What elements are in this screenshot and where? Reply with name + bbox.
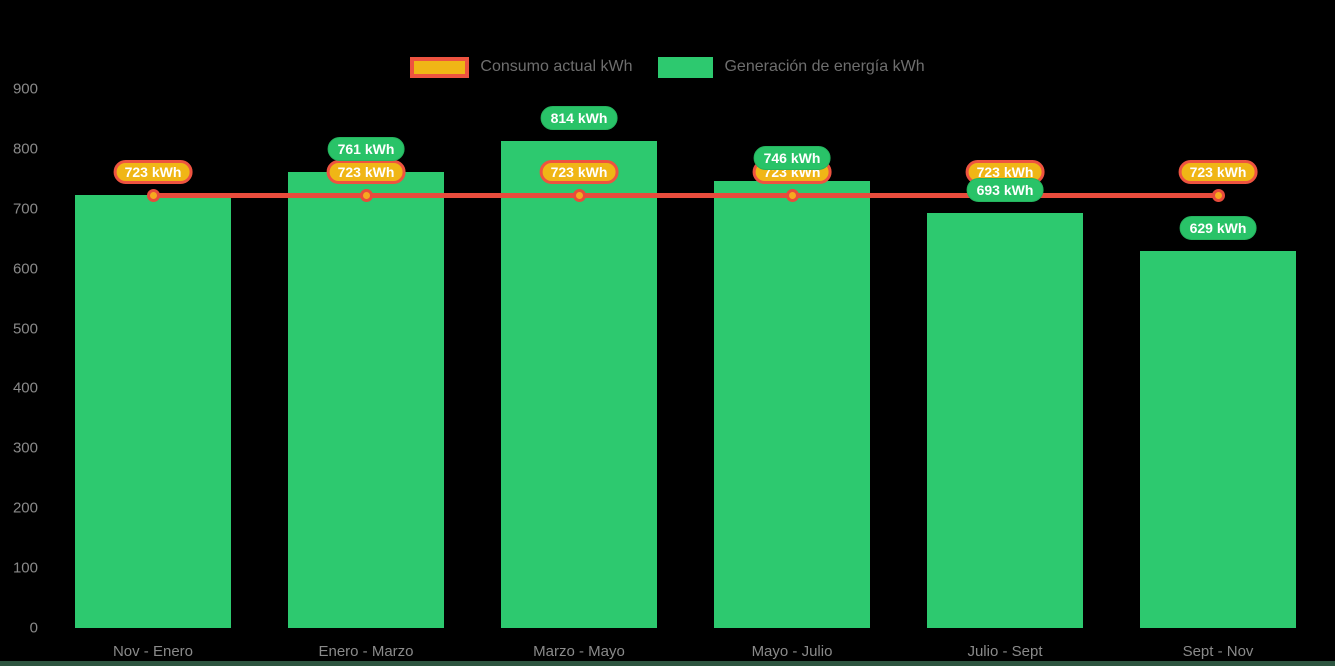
bar-mayo-julio[interactable] xyxy=(714,181,870,628)
generation-value-label-marzo-mayo: 814 kWh xyxy=(540,105,618,130)
line-point-marzo-mayo[interactable] xyxy=(572,188,586,202)
line-point-nov-enero[interactable] xyxy=(146,188,160,202)
legend-item-consumption[interactable]: Consumo actual kWh xyxy=(410,56,632,78)
x-axis-label-julio-sept: Julio - Sept xyxy=(967,643,1043,660)
consumption-value-label-nov-enero: 723 kWh xyxy=(113,160,193,184)
bar-sept-nov[interactable] xyxy=(1140,251,1296,628)
y-axis-tick-0: 0 xyxy=(29,619,38,637)
bottom-strip xyxy=(0,661,1335,666)
x-axis-label-sept-nov: Sept - Nov xyxy=(1182,643,1254,660)
x-axis-label-marzo-mayo: Marzo - Mayo xyxy=(533,643,625,660)
y-axis-tick-400: 400 xyxy=(12,379,38,397)
legend-label-consumption: Consumo actual kWh xyxy=(480,58,633,75)
legend-label-generation: Generación de energía kWh xyxy=(724,58,925,75)
generation-value-label-julio-sept: 693 kWh xyxy=(966,177,1044,202)
generation-value-label-enero-marzo: 761 kWh xyxy=(327,137,405,162)
legend-item-generation[interactable]: Generación de energía kWh xyxy=(658,56,925,78)
bar-enero-marzo[interactable] xyxy=(288,172,444,628)
generation-swatch-icon xyxy=(658,56,714,78)
bar-marzo-mayo[interactable] xyxy=(501,140,657,628)
bar-julio-sept[interactable] xyxy=(927,212,1083,628)
line-point-sept-nov[interactable] xyxy=(1211,188,1225,202)
bar-nov-enero[interactable] xyxy=(75,195,231,628)
y-axis-tick-800: 800 xyxy=(12,140,38,158)
consumption-line xyxy=(153,192,1218,198)
generation-value-label-sept-nov: 629 kWh xyxy=(1179,216,1257,241)
consumption-value-label-marzo-mayo: 723 kWh xyxy=(539,160,619,184)
y-axis-tick-700: 700 xyxy=(12,200,38,218)
y-axis-tick-600: 600 xyxy=(12,260,38,278)
x-axis-label-mayo-julio: Mayo - Julio xyxy=(751,643,833,660)
line-point-mayo-julio[interactable] xyxy=(785,188,799,202)
generation-value-label-mayo-julio: 746 kWh xyxy=(753,146,831,171)
y-axis-tick-300: 300 xyxy=(12,439,38,457)
x-axis-label-nov-enero: Nov - Enero xyxy=(112,643,194,660)
y-axis-tick-900: 900 xyxy=(12,80,38,98)
consumption-value-label-sept-nov: 723 kWh xyxy=(1178,160,1258,184)
consumption-swatch-icon xyxy=(410,56,470,78)
y-axis-tick-500: 500 xyxy=(12,320,38,338)
y-axis-tick-100: 100 xyxy=(12,559,38,577)
line-point-enero-marzo[interactable] xyxy=(359,188,373,202)
x-axis-label-enero-marzo: Enero - Marzo xyxy=(318,643,414,660)
consumption-value-label-enero-marzo: 723 kWh xyxy=(326,160,406,184)
y-axis-tick-200: 200 xyxy=(12,499,38,517)
chart-legend: Consumo actual kWh Generación de energía… xyxy=(0,56,1335,78)
